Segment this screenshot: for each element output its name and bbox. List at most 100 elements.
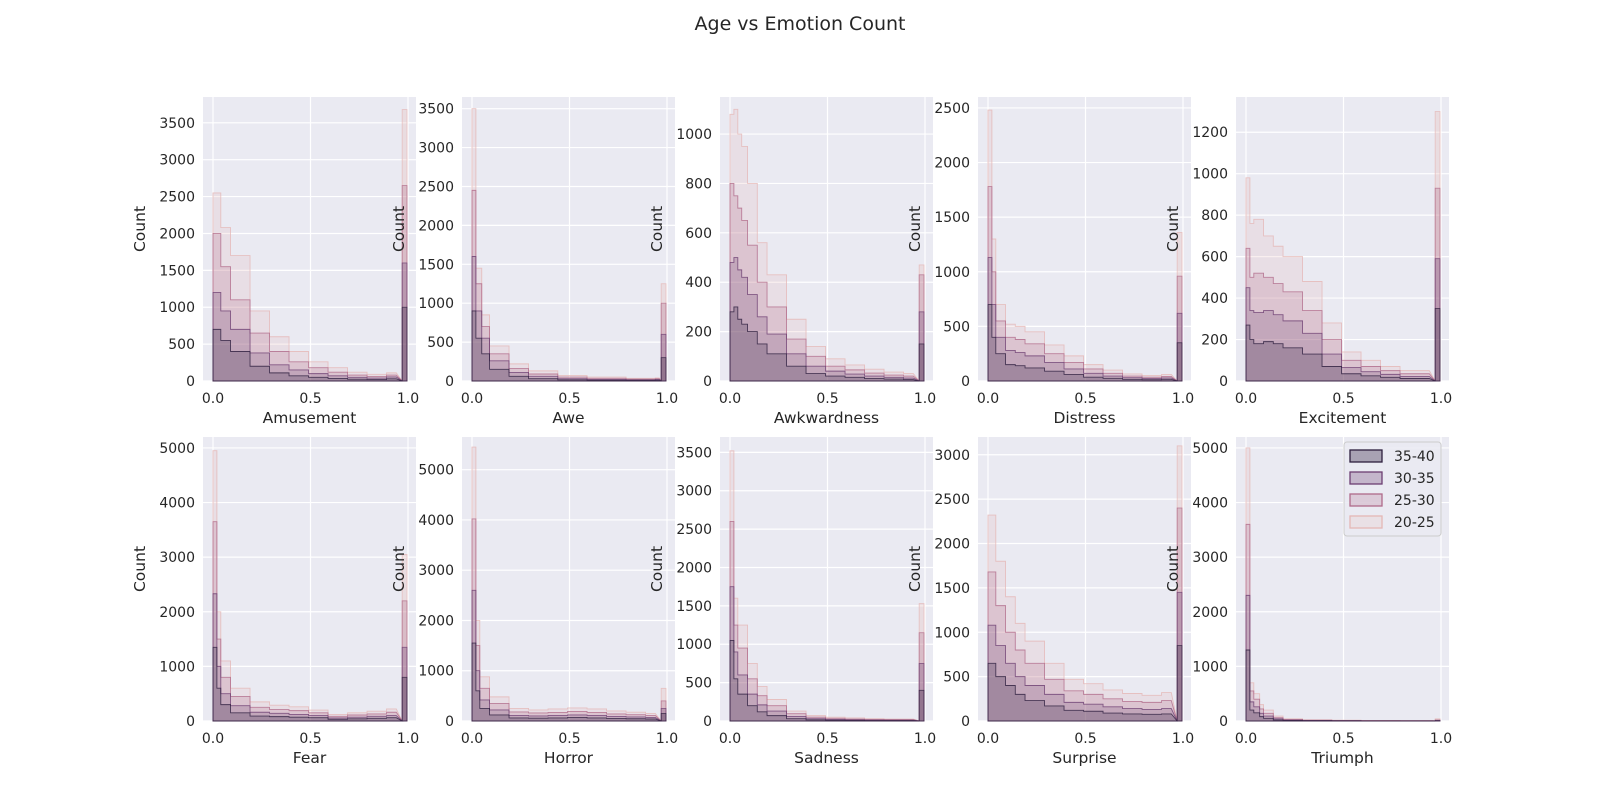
y-tick-label: 0 <box>961 714 970 730</box>
x-tick-label: 0.0 <box>719 391 741 407</box>
x-tick-label: 0.0 <box>1235 391 1257 407</box>
x-tick-label: 1.0 <box>397 731 419 747</box>
y-tick-label: 0 <box>445 714 454 730</box>
legend-swatch-35-40 <box>1350 450 1382 462</box>
y-axis-label: Count <box>648 546 666 592</box>
y-axis-label: Count <box>648 206 666 252</box>
hist-spike-35-40 <box>1177 646 1182 721</box>
x-tick-label: 1.0 <box>656 731 678 747</box>
y-tick-label: 3500 <box>676 445 712 461</box>
y-tick-label: 2000 <box>159 226 195 242</box>
legend-label-35-40: 35-40 <box>1394 449 1435 465</box>
x-axis-label: Amusement <box>263 409 357 427</box>
hist-spike-35-40 <box>1435 308 1440 381</box>
y-axis-label: Count <box>1164 206 1182 252</box>
y-tick-label: 0 <box>1219 374 1228 390</box>
y-tick-label: 3000 <box>1192 550 1228 566</box>
x-tick-label: 0.5 <box>1074 731 1096 747</box>
y-tick-label: 500 <box>685 676 712 692</box>
y-tick-label: 2000 <box>418 218 454 234</box>
y-tick-label: 0 <box>445 374 454 390</box>
y-tick-label: 1000 <box>159 659 195 675</box>
y-tick-label: 800 <box>1201 208 1228 224</box>
x-axis-label: Surprise <box>1052 749 1116 767</box>
y-tick-label: 600 <box>1201 250 1228 266</box>
hist-spike-35-40 <box>661 358 666 381</box>
y-axis-label: Count <box>906 206 924 252</box>
x-axis-label: Awkwardness <box>774 409 879 427</box>
y-tick-label: 2500 <box>934 101 970 117</box>
y-axis-label: Count <box>131 546 149 592</box>
y-tick-label: 2000 <box>934 537 970 553</box>
y-tick-label: 1000 <box>1192 659 1228 675</box>
y-tick-label: 2000 <box>1192 605 1228 621</box>
y-tick-label: 400 <box>685 275 712 291</box>
y-tick-label: 1000 <box>676 127 712 143</box>
y-tick-label: 500 <box>427 335 454 351</box>
y-tick-label: 500 <box>943 319 970 335</box>
x-axis-label: Awe <box>552 409 584 427</box>
y-tick-label: 2000 <box>159 605 195 621</box>
y-tick-label: 2000 <box>676 560 712 576</box>
y-tick-label: 800 <box>685 176 712 192</box>
x-tick-label: 0.5 <box>816 731 838 747</box>
y-tick-label: 1000 <box>676 637 712 653</box>
x-tick-label: 1.0 <box>914 731 936 747</box>
y-tick-label: 1000 <box>934 265 970 281</box>
x-tick-label: 0.0 <box>461 391 483 407</box>
x-tick-label: 0.0 <box>202 391 224 407</box>
y-tick-label: 500 <box>943 670 970 686</box>
legend-label-20-25: 20-25 <box>1394 515 1435 531</box>
y-tick-label: 400 <box>1201 291 1228 307</box>
x-tick-label: 1.0 <box>1172 391 1194 407</box>
y-axis-label: Count <box>390 206 408 252</box>
x-tick-label: 1.0 <box>656 391 678 407</box>
panel-background <box>462 437 675 721</box>
y-tick-label: 1000 <box>159 300 195 316</box>
legend-label-25-30: 25-30 <box>1394 493 1435 509</box>
y-tick-label: 3500 <box>418 102 454 118</box>
y-tick-label: 600 <box>685 226 712 242</box>
y-tick-label: 1500 <box>676 599 712 615</box>
y-tick-label: 0 <box>1219 714 1228 730</box>
x-axis-label: Horror <box>544 749 594 767</box>
x-tick-label: 0.0 <box>461 731 483 747</box>
y-axis-label: Count <box>131 206 149 252</box>
x-axis-label: Triumph <box>1310 749 1373 767</box>
y-axis-label: Count <box>906 546 924 592</box>
y-tick-label: 1500 <box>418 257 454 273</box>
x-tick-label: 0.0 <box>719 731 741 747</box>
x-tick-label: 0.0 <box>977 391 999 407</box>
x-tick-label: 0.5 <box>299 731 321 747</box>
x-tick-label: 0.0 <box>1235 731 1257 747</box>
y-tick-label: 1000 <box>1192 167 1228 183</box>
x-tick-label: 0.5 <box>558 731 580 747</box>
y-tick-label: 1500 <box>159 263 195 279</box>
panel-background <box>203 437 416 721</box>
x-axis-label: Sadness <box>794 749 859 767</box>
y-tick-label: 5000 <box>1192 441 1228 457</box>
y-tick-label: 2500 <box>676 522 712 538</box>
y-axis-label: Count <box>390 546 408 592</box>
x-tick-label: 0.0 <box>202 731 224 747</box>
y-tick-label: 2000 <box>418 613 454 629</box>
y-tick-label: 1200 <box>1192 125 1228 141</box>
y-tick-label: 200 <box>1201 333 1228 349</box>
x-tick-label: 0.5 <box>299 391 321 407</box>
y-axis-label: Count <box>1164 546 1182 592</box>
x-tick-label: 1.0 <box>1172 731 1194 747</box>
legend-swatch-20-25 <box>1350 516 1382 528</box>
y-tick-label: 3000 <box>418 141 454 157</box>
x-tick-label: 1.0 <box>914 391 936 407</box>
y-tick-label: 3500 <box>159 116 195 132</box>
y-tick-label: 5000 <box>159 441 195 457</box>
